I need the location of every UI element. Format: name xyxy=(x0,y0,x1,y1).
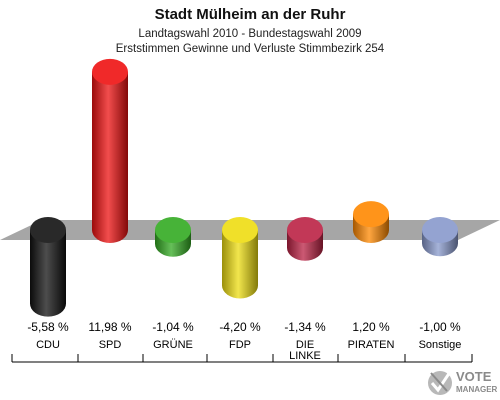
bar-piraten xyxy=(353,201,389,243)
category-label: PIRATEN xyxy=(348,339,395,351)
checkmark-cross-icon xyxy=(428,371,452,395)
bar-top-cap xyxy=(422,217,458,243)
value-label: -1,34 % xyxy=(284,320,326,334)
value-label: 1,20 % xyxy=(352,320,390,334)
bar-top-cap xyxy=(92,58,128,85)
category-label: Sonstige xyxy=(419,339,462,351)
bar-spd xyxy=(92,58,128,243)
category-label: LINKE xyxy=(289,350,321,362)
bar-fdp xyxy=(222,217,258,299)
bar-top-cap xyxy=(353,201,389,228)
chart-subtitle-1: Landtagswahl 2010 - Bundestagswahl 2009 xyxy=(138,28,361,40)
category-label: FDP xyxy=(229,339,251,351)
value-label: -5,58 % xyxy=(27,320,69,334)
bar-grüne xyxy=(155,217,191,257)
category-label: DIE xyxy=(296,339,314,351)
bar-sonstige xyxy=(422,217,458,257)
bar-die-linke xyxy=(287,217,323,261)
category-label: GRÜNE xyxy=(153,339,193,351)
category-axis xyxy=(11,354,473,363)
chart-title: Stadt Mülheim an der Ruhr xyxy=(155,6,346,23)
bar-cdu xyxy=(30,217,66,317)
value-label: 11,98 % xyxy=(88,320,131,334)
logo-line1: VOTE xyxy=(456,369,492,384)
bar-top-cap xyxy=(222,217,258,243)
vote-manager-logo: VOTE MANAGER xyxy=(428,369,498,395)
logo-line2: MANAGER xyxy=(456,385,498,394)
chart-subtitle-2: Erststimmen Gewinne und Verluste Stimmbe… xyxy=(116,43,385,55)
bar-body xyxy=(92,71,128,243)
value-label: -4,20 % xyxy=(219,320,261,334)
bar-top-cap xyxy=(155,217,191,243)
bar-top-cap xyxy=(287,217,323,243)
value-label: -1,04 % xyxy=(152,320,194,334)
bar-top-cap xyxy=(30,217,66,243)
category-label: SPD xyxy=(99,339,122,351)
bar-body xyxy=(222,230,258,299)
bars-group xyxy=(30,58,458,317)
value-label: -1,00 % xyxy=(419,320,461,334)
category-label: CDU xyxy=(36,339,60,351)
value-labels-group: -5,58 % 11,98 % -1,04 % -4,20 % -1,34 % 1,20 … xyxy=(27,320,461,334)
bar-body xyxy=(30,230,66,317)
